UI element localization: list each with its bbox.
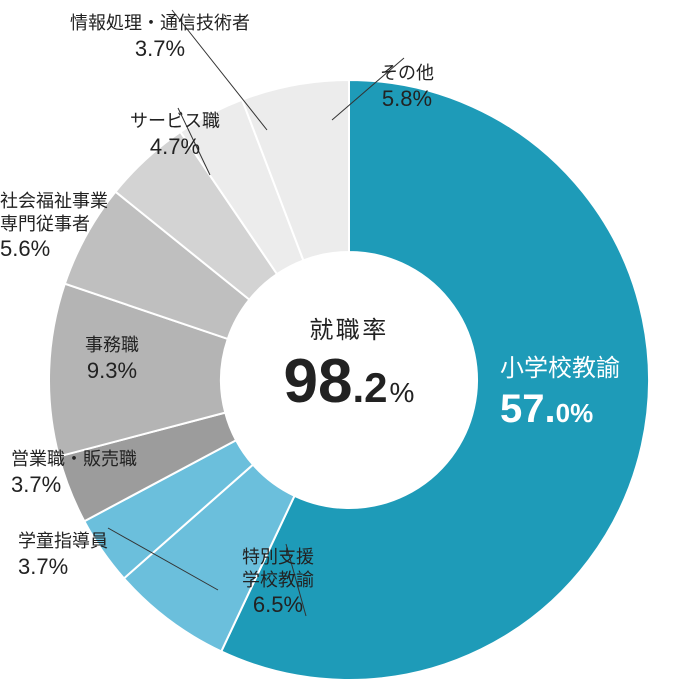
center-rate-dec: .2: [353, 364, 388, 411]
label-name-s9: その他: [380, 62, 434, 85]
label-s2: 特別支援学校教諭6.5%: [242, 546, 314, 619]
label-s6: 社会福祉事業専門従事者5.6%: [0, 190, 108, 263]
label-value-s5: 9.3%: [85, 357, 139, 385]
employment-pie-chart: 就職率 98.2% 小学校教諭57.0%特別支援学校教諭6.5%学童指導員3.7…: [0, 0, 698, 690]
label-s7: サービス職4.7%: [130, 110, 220, 160]
label-s3: 学童指導員3.7%: [18, 530, 108, 580]
label-name-s6: 社会福祉事業専門従事者: [0, 190, 108, 235]
label-name-s7: サービス職: [130, 110, 220, 133]
label-value-s4: 3.7%: [11, 471, 137, 499]
label-value-s2: 6.5%: [242, 591, 314, 619]
center-rate-unit: %: [390, 377, 415, 408]
label-value-s1: 57.0%: [500, 384, 620, 434]
label-value-s8: 3.7%: [70, 35, 250, 63]
label-s8: 情報処理・通信技術者3.7%: [70, 12, 250, 62]
label-value-s7: 4.7%: [130, 133, 220, 161]
label-name-s3: 学童指導員: [18, 530, 108, 553]
center-rate-title: 就職率: [262, 318, 436, 344]
label-s1: 小学校教諭57.0%: [500, 354, 620, 434]
label-name-s4: 営業職・販売職: [11, 448, 137, 471]
center-rate-int: 98: [284, 347, 353, 416]
label-s9: その他5.8%: [380, 62, 434, 112]
label-value-s6: 5.6%: [0, 235, 108, 263]
label-value-s3: 3.7%: [18, 553, 108, 581]
label-name-s8: 情報処理・通信技術者: [70, 12, 250, 35]
label-name-s2: 特別支援学校教諭: [242, 546, 314, 591]
label-s4: 営業職・販売職3.7%: [11, 448, 137, 498]
center-rate-label: 就職率 98.2%: [262, 318, 436, 417]
label-name-s5: 事務職: [85, 334, 139, 357]
label-s5: 事務職9.3%: [85, 334, 139, 384]
label-value-s9: 5.8%: [380, 85, 434, 113]
label-name-s1: 小学校教諭: [500, 354, 620, 384]
